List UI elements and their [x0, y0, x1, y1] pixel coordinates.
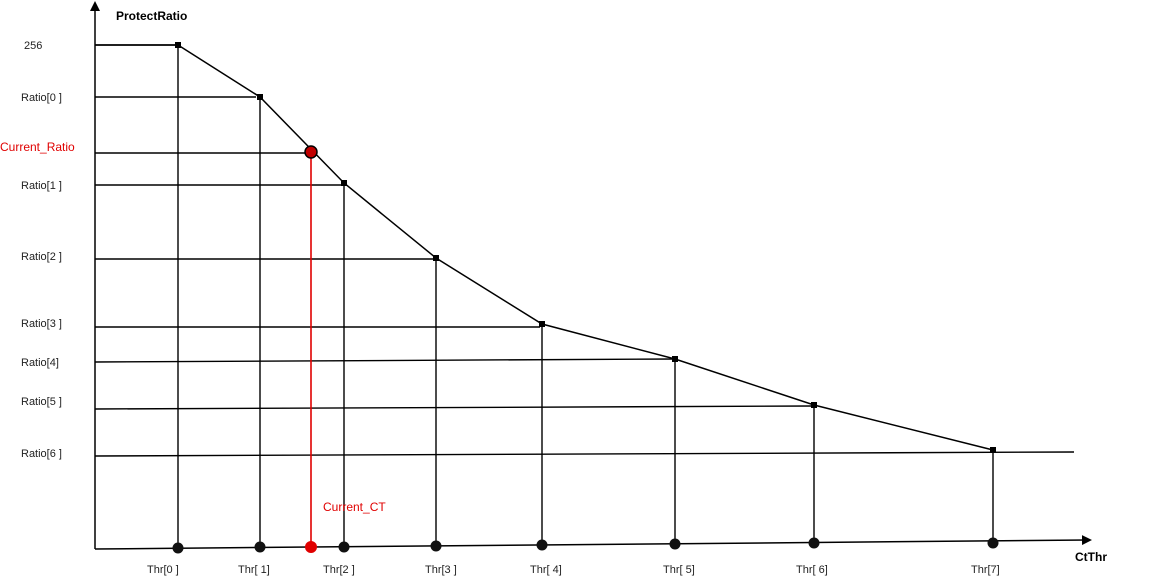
curve-vertex	[175, 42, 181, 48]
curve-vertex	[539, 321, 545, 327]
y-tick-label: Ratio[3 ]	[21, 318, 62, 330]
points-layer	[172, 42, 999, 554]
y-axis-title: ProtectRatio	[116, 9, 187, 23]
x-tick-label: Thr[ 6]	[796, 564, 828, 576]
x-tick-label: Thr[ 5]	[663, 564, 695, 576]
guide-lines	[94, 44, 1075, 548]
threshold-point	[430, 540, 442, 552]
x-tick-label: Thr[0 ]	[147, 564, 179, 576]
y-tick-label: Ratio[5 ]	[21, 396, 62, 408]
curve-vertex	[341, 180, 347, 186]
ratio-guide-line	[94, 358, 676, 363]
y-tick-label: 256	[24, 40, 42, 52]
y-tick-label: Ratio[1 ]	[21, 180, 62, 192]
threshold-point	[987, 537, 999, 549]
curve-vertex	[811, 402, 817, 408]
x-axis-title: CtThr	[1075, 550, 1107, 564]
threshold-point	[808, 537, 820, 549]
x-tick-label: Thr[3 ]	[425, 564, 457, 576]
x-tick-label: Thr[ 1]	[238, 564, 270, 576]
threshold-point	[254, 541, 266, 553]
threshold-point	[536, 539, 548, 551]
curve-vertex	[257, 94, 263, 100]
curve-vertex	[672, 356, 678, 362]
x-tick-label: Thr[7]	[971, 564, 1000, 576]
y-tick-label: Ratio[2 ]	[21, 251, 62, 263]
x-tick-label: Thr[ 4]	[530, 564, 562, 576]
current-ratio-point	[304, 145, 318, 159]
labels-layer: ProtectRatio CtThr Current_Ratio Current…	[0, 9, 1107, 576]
curve-vertex	[990, 447, 996, 453]
current-ratio-label: Current_Ratio	[0, 140, 75, 154]
y-tick-label: Ratio[0 ]	[21, 92, 62, 104]
threshold-point	[338, 541, 350, 553]
protect-ratio-curve	[95, 44, 994, 451]
x-axis	[94, 535, 1092, 550]
x-tick-label: Thr[2 ]	[323, 564, 355, 576]
threshold-point	[669, 538, 681, 550]
y-tick-label: Ratio[4]	[21, 357, 59, 369]
curve-layer	[95, 44, 994, 547]
current-ct-label: Current_CT	[323, 500, 386, 514]
y-tick-label: Ratio[6 ]	[21, 448, 62, 460]
ratio-guide-line	[94, 451, 1075, 457]
ratio-guide-line	[94, 405, 814, 410]
current-ct-point	[305, 541, 317, 553]
curve-vertex	[433, 255, 439, 261]
threshold-point	[172, 542, 184, 554]
